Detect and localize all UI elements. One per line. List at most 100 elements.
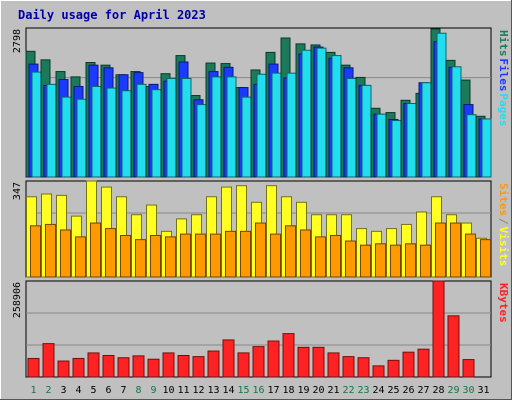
bar-kbytes-day-10 — [162, 352, 175, 378]
bar-kbytes-day-5 — [87, 352, 100, 378]
bar-sites-day-13 — [210, 233, 221, 278]
x-tick-label-31: 31 — [477, 385, 489, 396]
bar-kbytes-day-18 — [282, 333, 295, 378]
bar-kbytes-day-24 — [372, 365, 385, 378]
bar-kbytes-day-25 — [387, 359, 400, 378]
bar-sites-day-14 — [225, 230, 236, 278]
x-tick-label-10: 10 — [162, 385, 174, 396]
bar-pages-day-18 — [286, 72, 297, 178]
panel-top-max-label: 2798 — [12, 29, 23, 53]
legend-middle-1: Sites — [497, 183, 510, 216]
x-tick-label-1: 1 — [30, 385, 36, 396]
bar-pages-day-16 — [256, 73, 267, 178]
x-tick-label-22: 22 — [342, 385, 354, 396]
bar-pages-day-22 — [346, 77, 357, 178]
bar-sites-day-8 — [135, 239, 146, 278]
x-tick-label-7: 7 — [120, 385, 126, 396]
panel-middle-max-label: 347 — [12, 182, 23, 200]
bar-pages-day-12 — [196, 104, 207, 178]
bar-pages-day-29 — [451, 66, 462, 178]
bar-sites-day-21 — [330, 235, 341, 278]
x-tick-label-11: 11 — [177, 385, 189, 396]
x-tick-label-14: 14 — [222, 385, 234, 396]
bar-pages-day-7 — [121, 90, 132, 178]
bar-pages-day-21 — [331, 55, 342, 178]
bar-kbytes-day-3 — [57, 360, 70, 378]
bar-kbytes-day-30 — [462, 359, 475, 378]
x-tick-label-26: 26 — [402, 385, 414, 396]
panel-bottom-max-label: 258906 — [12, 282, 23, 318]
bar-pages-day-20 — [316, 47, 327, 178]
chart-title: Daily usage for April 2023 — [18, 8, 206, 22]
bar-sites-day-10 — [165, 236, 176, 278]
bar-pages-day-19 — [301, 49, 312, 178]
x-tick-label-8: 8 — [135, 385, 141, 396]
x-tick-label-5: 5 — [90, 385, 96, 396]
bar-sites-day-30 — [465, 233, 476, 278]
x-tick-label-21: 21 — [327, 385, 339, 396]
bar-sites-day-12 — [195, 233, 206, 278]
bar-pages-day-24 — [376, 113, 387, 178]
x-tick-label-12: 12 — [192, 385, 204, 396]
bar-pages-day-30 — [466, 114, 477, 178]
bar-pages-day-11 — [181, 77, 192, 178]
bar-kbytes-day-2 — [42, 343, 55, 378]
bar-kbytes-day-9 — [147, 358, 160, 378]
bar-pages-day-6 — [106, 87, 117, 178]
bar-pages-day-5 — [91, 85, 102, 178]
bar-sites-day-18 — [285, 225, 296, 278]
bar-kbytes-day-15 — [237, 352, 250, 378]
x-tick-label-28: 28 — [432, 385, 444, 396]
bar-sites-day-25 — [390, 244, 401, 278]
bar-pages-day-31 — [481, 118, 492, 178]
legend-top-1: Hits — [497, 30, 510, 57]
legend-middle-3: Visits — [497, 227, 510, 267]
bar-sites-day-28 — [435, 222, 446, 278]
x-tick-label-19: 19 — [297, 385, 309, 396]
bar-pages-day-25 — [391, 120, 402, 178]
bar-pages-day-13 — [211, 76, 222, 178]
bar-pages-day-14 — [226, 76, 237, 178]
x-tick-label-3: 3 — [60, 385, 66, 396]
bar-kbytes-day-29 — [447, 315, 460, 378]
x-tick-label-29: 29 — [447, 385, 459, 396]
bar-kbytes-day-11 — [177, 354, 190, 378]
bar-pages-day-23 — [361, 84, 372, 178]
bar-kbytes-day-8 — [132, 355, 145, 378]
bar-pages-day-8 — [136, 83, 147, 178]
bar-kbytes-day-1 — [27, 357, 40, 378]
bar-sites-day-4 — [75, 236, 86, 278]
bar-kbytes-day-13 — [207, 350, 220, 378]
bar-sites-day-5 — [90, 222, 101, 278]
bar-pages-day-28 — [436, 32, 447, 178]
bar-sites-day-9 — [150, 235, 161, 278]
x-tick-label-15: 15 — [237, 385, 249, 396]
bar-pages-day-26 — [406, 103, 417, 178]
bar-kbytes-day-20 — [312, 346, 325, 378]
bar-sites-day-24 — [375, 243, 386, 278]
legend-middle-2: / — [497, 218, 510, 225]
x-tick-label-13: 13 — [207, 385, 219, 396]
bar-kbytes-day-27 — [417, 348, 430, 378]
x-tick-label-16: 16 — [252, 385, 264, 396]
x-tick-label-9: 9 — [150, 385, 156, 396]
legend-top-2: Files — [497, 58, 510, 91]
bar-sites-day-15 — [240, 230, 251, 278]
bar-sites-day-2 — [45, 223, 56, 278]
bar-sites-day-19 — [300, 229, 311, 278]
bar-kbytes-day-26 — [402, 351, 415, 378]
x-tick-label-18: 18 — [282, 385, 294, 396]
bar-sites-day-1 — [30, 225, 41, 278]
bar-kbytes-day-4 — [72, 357, 85, 378]
bar-kbytes-day-23 — [357, 357, 370, 378]
bar-kbytes-day-28 — [432, 280, 445, 378]
bar-pages-day-2 — [46, 83, 57, 178]
bar-sites-day-7 — [120, 235, 131, 278]
bar-pages-day-4 — [76, 98, 87, 178]
bar-kbytes-day-21 — [327, 352, 340, 378]
bar-pages-day-9 — [151, 89, 162, 178]
bar-sites-day-11 — [180, 233, 191, 278]
legend-top-3: Pages — [497, 93, 510, 126]
